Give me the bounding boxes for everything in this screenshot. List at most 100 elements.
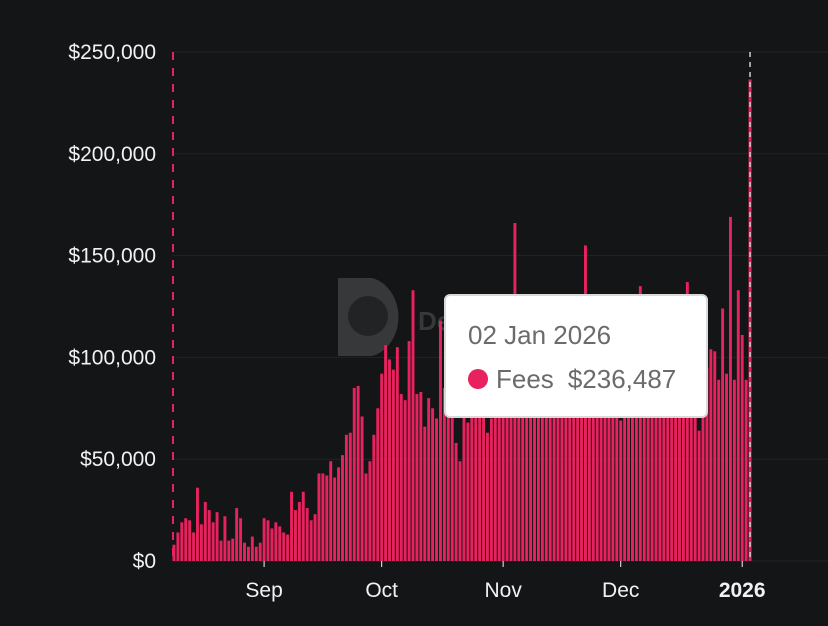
bar[interactable] [666, 377, 670, 561]
bar[interactable] [556, 365, 560, 561]
bar[interactable] [564, 367, 568, 561]
bar[interactable] [674, 402, 678, 561]
bar[interactable] [466, 422, 470, 561]
bar[interactable] [380, 373, 384, 561]
bar[interactable] [450, 351, 454, 561]
bar[interactable] [599, 389, 603, 561]
bar[interactable] [274, 522, 278, 561]
bar[interactable] [227, 540, 231, 561]
bar[interactable] [685, 282, 689, 561]
bar[interactable] [321, 473, 325, 561]
bar[interactable] [478, 400, 482, 561]
bar[interactable] [611, 371, 615, 561]
bar[interactable] [278, 526, 282, 561]
bar[interactable] [646, 389, 650, 561]
bar[interactable] [203, 501, 207, 561]
bar[interactable] [540, 396, 544, 561]
bar[interactable] [591, 385, 595, 561]
bar[interactable] [254, 546, 258, 561]
bar[interactable] [446, 400, 450, 561]
bar[interactable] [705, 367, 709, 561]
bar[interactable] [736, 290, 740, 561]
bar[interactable] [199, 524, 203, 561]
bar[interactable] [419, 392, 423, 561]
bar[interactable] [431, 408, 435, 561]
bar[interactable] [207, 510, 211, 561]
bar[interactable] [188, 520, 192, 561]
bar[interactable] [709, 349, 713, 561]
bar[interactable] [180, 522, 184, 561]
bar[interactable] [301, 491, 305, 561]
bar[interactable] [505, 381, 509, 561]
bar[interactable] [239, 518, 243, 561]
bar[interactable] [525, 357, 529, 561]
bar[interactable] [219, 540, 223, 561]
bar[interactable] [615, 367, 619, 561]
bar[interactable] [352, 387, 356, 561]
bar[interactable] [697, 430, 701, 561]
bar[interactable] [250, 536, 254, 561]
bar[interactable] [650, 379, 654, 561]
bar[interactable] [438, 320, 442, 561]
bar[interactable] [634, 371, 638, 561]
bar[interactable] [623, 387, 627, 561]
bar[interactable] [744, 379, 748, 561]
bar[interactable] [482, 387, 486, 561]
bar[interactable] [748, 79, 752, 561]
bar[interactable] [442, 387, 446, 561]
bar[interactable] [517, 365, 521, 561]
bar[interactable] [391, 369, 395, 561]
bar[interactable] [607, 351, 611, 561]
bar[interactable] [329, 461, 333, 561]
bar[interactable] [313, 514, 317, 561]
bar[interactable] [403, 400, 407, 561]
bar[interactable] [627, 361, 631, 561]
bar[interactable] [293, 510, 297, 561]
bar[interactable] [192, 532, 196, 562]
bar[interactable] [235, 508, 239, 561]
bar[interactable] [243, 542, 246, 561]
bar[interactable] [407, 341, 411, 561]
bar[interactable] [454, 442, 458, 561]
bar[interactable] [595, 347, 599, 561]
bar[interactable] [544, 383, 548, 561]
bar[interactable] [364, 473, 368, 561]
bar[interactable] [580, 375, 583, 561]
bar[interactable] [732, 379, 736, 561]
bar[interactable] [458, 461, 462, 561]
bar[interactable] [658, 383, 662, 561]
bar[interactable] [728, 216, 732, 562]
bar[interactable] [638, 286, 642, 561]
bar[interactable] [290, 491, 293, 561]
bar[interactable] [262, 518, 266, 561]
bar[interactable] [196, 487, 199, 561]
bar[interactable] [344, 434, 348, 561]
bar[interactable] [246, 546, 250, 561]
bar[interactable] [368, 461, 372, 561]
bar[interactable] [662, 365, 666, 561]
bar[interactable] [529, 357, 533, 561]
bar[interactable] [337, 467, 341, 561]
bar[interactable] [333, 477, 337, 561]
bar[interactable] [568, 361, 572, 561]
bar[interactable] [270, 528, 274, 561]
bar[interactable] [619, 420, 623, 561]
bar[interactable] [552, 398, 556, 561]
bar[interactable] [509, 365, 513, 561]
bar[interactable] [717, 379, 721, 561]
bar[interactable] [388, 359, 391, 561]
bar[interactable] [317, 473, 321, 561]
bar[interactable] [701, 381, 705, 561]
bar[interactable] [215, 512, 219, 561]
bar[interactable] [576, 398, 580, 561]
bar[interactable] [184, 518, 188, 561]
bar[interactable] [521, 383, 525, 561]
bar[interactable] [536, 353, 540, 561]
bar[interactable] [486, 432, 489, 561]
bar[interactable] [681, 383, 685, 561]
bar[interactable] [462, 412, 466, 561]
bar[interactable] [721, 308, 725, 561]
bar[interactable] [689, 365, 693, 561]
bar[interactable] [631, 375, 634, 561]
bar[interactable] [725, 373, 728, 561]
